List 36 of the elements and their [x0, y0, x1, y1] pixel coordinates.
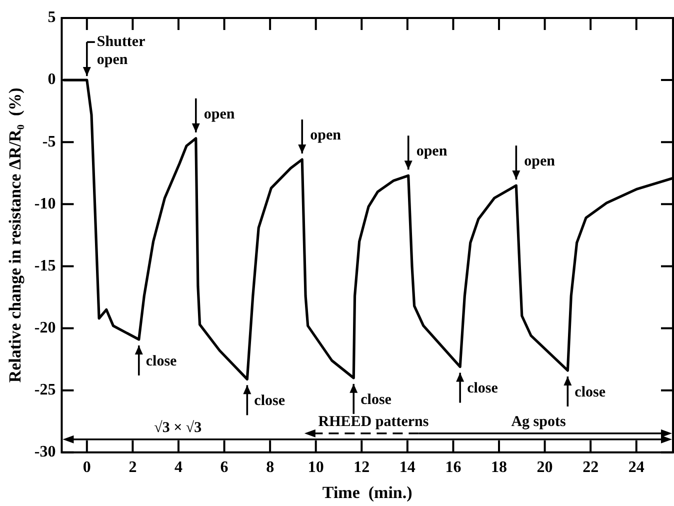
y-tick-label: -10: [34, 195, 56, 212]
annotation: open: [204, 106, 236, 122]
y-tick-label: -15: [34, 257, 56, 274]
annotation: Ag spots: [511, 414, 566, 430]
annotation: close: [360, 392, 392, 408]
annotation: √3 × √3: [154, 420, 202, 436]
x-tick-label: 20: [536, 459, 553, 476]
y-tick-label: 0: [48, 71, 56, 88]
x-tick-label: 14: [399, 459, 416, 476]
y-tick-label: 5: [48, 9, 56, 26]
x-tick-label: 16: [445, 459, 462, 476]
y-tick-label: -30: [34, 444, 56, 461]
annotation: close: [146, 353, 178, 370]
annotation: open: [310, 127, 342, 144]
x-axis-title: Time (min.): [322, 483, 412, 502]
annotation: RHEED patterns: [318, 414, 429, 430]
x-tick-label: 22: [582, 459, 599, 476]
annotation: open: [524, 153, 556, 170]
x-tick-label: 24: [628, 459, 644, 476]
y-axis-title: Relative change in resistance ΔR/R₀ (%): [6, 88, 25, 383]
x-tick-label: 4: [174, 459, 182, 476]
annotation: open: [416, 144, 448, 160]
x-tick-label: 12: [354, 459, 370, 476]
x-tick-label: 10: [308, 459, 324, 476]
x-tick-label: 0: [82, 459, 91, 476]
annotation: close: [467, 380, 498, 397]
x-tick-label: 8: [266, 459, 274, 476]
y-tick-label: -25: [34, 381, 56, 398]
x-tick-label: 6: [220, 459, 228, 476]
y-tick-label: -5: [42, 133, 56, 150]
annotation: Shutter open: [96, 34, 146, 68]
annotation: close: [574, 384, 606, 400]
x-tick-label: 18: [491, 459, 508, 476]
x-tick-label: 2: [128, 459, 137, 476]
y-tick-label: -20: [34, 319, 56, 336]
annotation: close: [254, 393, 286, 410]
